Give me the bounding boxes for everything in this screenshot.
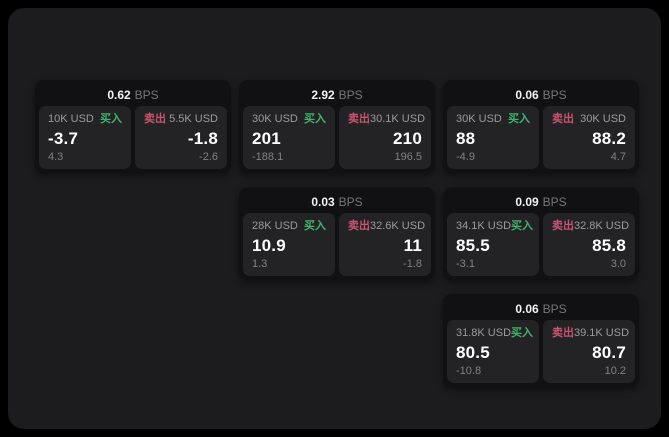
bps-label: BPS [542,88,567,102]
sell-panel[interactable]: 卖出 39.1K USD 80.7 10.2 [543,320,635,383]
sell-panel[interactable]: 卖出 5.5K USD -1.8 -2.6 [135,106,227,169]
buy-amount: 30K USD [252,113,298,125]
buy-price: 201 [252,129,281,148]
buy-delta: 1.3 [252,258,268,270]
buy-panel[interactable]: 10K USD 买入 -3.7 4.3 [39,106,131,169]
sell-amount: 32.8K USD [574,220,630,232]
buy-delta: -4.9 [456,151,475,163]
bps-label: BPS [542,302,567,316]
sell-delta: 3.0 [610,258,626,270]
sell-price: 85.8 [592,236,626,255]
buy-button[interactable]: 买入 [511,220,534,232]
sell-button[interactable]: 卖出 [552,220,574,232]
sell-price: 88.2 [592,129,626,148]
bps-header: 0.03 BPS [243,191,431,213]
bps-label: BPS [338,195,363,209]
buy-delta: -3.1 [456,258,475,270]
buy-price: 88 [456,129,476,148]
sell-amount: 30.1K USD [370,113,426,125]
sell-button[interactable]: 卖出 [348,220,370,232]
quote-card: 0.03 BPS 28K USD 买入 10.9 1.3 卖出 32.6K US… [239,187,435,280]
bps-value: 0.62 [107,88,131,102]
buy-amount: 34.1K USD [456,220,512,232]
buy-amount: 28K USD [252,220,298,232]
sell-delta: 4.7 [610,151,626,163]
sell-panel[interactable]: 卖出 30.1K USD 210 196.5 [339,106,431,169]
buy-button[interactable]: 买入 [304,220,326,232]
bps-value: 0.06 [515,302,539,316]
bps-value: 2.92 [311,88,335,102]
sell-delta: -2.6 [199,151,218,163]
bps-value: 0.09 [515,195,539,209]
buy-delta: 4.3 [48,151,64,163]
buy-panel[interactable]: 30K USD 买入 88 -4.9 [447,106,539,169]
sell-panel[interactable]: 卖出 32.8K USD 85.8 3.0 [543,213,635,276]
buy-price: 80.5 [456,343,490,362]
buy-amount: 10K USD [48,113,94,125]
sell-amount: 5.5K USD [169,113,218,125]
trading-panel: 0.62 BPS 10K USD 买入 -3.7 4.3 卖出 5.5K USD [8,8,661,429]
buy-panel[interactable]: 31.8K USD 买入 80.5 -10.8 [447,320,539,383]
bps-label: BPS [134,88,159,102]
sell-panel[interactable]: 卖出 30K USD 88.2 4.7 [543,106,635,169]
sell-delta: 196.5 [394,151,422,163]
buy-panel[interactable]: 34.1K USD 买入 85.5 -3.1 [447,213,539,276]
sell-price: 80.7 [592,343,626,362]
sell-price: 11 [403,236,422,255]
bps-header: 0.62 BPS [39,84,227,106]
sell-button[interactable]: 卖出 [348,113,370,125]
sell-button[interactable]: 卖出 [552,327,574,339]
sell-price: 210 [393,129,422,148]
buy-button[interactable]: 买入 [304,113,326,125]
sell-button[interactable]: 卖出 [552,113,574,125]
sell-panel[interactable]: 卖出 32.6K USD 11 -1.8 [339,213,431,276]
bps-header: 0.06 BPS [447,84,635,106]
bps-value: 0.06 [515,88,539,102]
buy-delta: -188.1 [252,151,284,163]
buy-price: 10.9 [252,236,286,255]
sell-amount: 30K USD [580,113,626,125]
quote-card: 0.62 BPS 10K USD 买入 -3.7 4.3 卖出 5.5K USD [35,80,231,173]
sell-delta: 10.2 [604,365,626,377]
buy-button[interactable]: 买入 [511,327,534,339]
quote-card: 0.06 BPS 31.8K USD 买入 80.5 -10.8 卖出 39.1… [443,294,639,387]
bps-header: 0.09 BPS [447,191,635,213]
buy-delta: -10.8 [456,365,482,377]
sell-amount: 32.6K USD [370,220,426,232]
buy-panel[interactable]: 28K USD 买入 10.9 1.3 [243,213,335,276]
bps-label: BPS [338,88,363,102]
sell-price: -1.8 [187,129,218,148]
buy-panel[interactable]: 30K USD 买入 201 -188.1 [243,106,335,169]
bps-header: 0.06 BPS [447,298,635,320]
buy-price: 85.5 [456,236,490,255]
buy-amount: 31.8K USD [456,327,512,339]
buy-amount: 30K USD [456,113,502,125]
bps-header: 2.92 BPS [243,84,431,106]
buy-button[interactable]: 买入 [100,113,122,125]
bps-value: 0.03 [311,195,335,209]
sell-amount: 39.1K USD [574,327,630,339]
sell-delta: -1.8 [403,258,422,270]
quote-card: 0.06 BPS 30K USD 买入 88 -4.9 卖出 30K USD [443,80,639,173]
quote-card-grid: 0.62 BPS 10K USD 买入 -3.7 4.3 卖出 5.5K USD [35,80,639,387]
buy-button[interactable]: 买入 [508,113,530,125]
quote-card: 2.92 BPS 30K USD 买入 201 -188.1 卖出 30.1K … [239,80,435,173]
bps-label: BPS [542,195,567,209]
buy-price: -3.7 [48,129,79,148]
sell-button[interactable]: 卖出 [144,113,166,125]
quote-card: 0.09 BPS 34.1K USD 买入 85.5 -3.1 卖出 32.8K… [443,187,639,280]
